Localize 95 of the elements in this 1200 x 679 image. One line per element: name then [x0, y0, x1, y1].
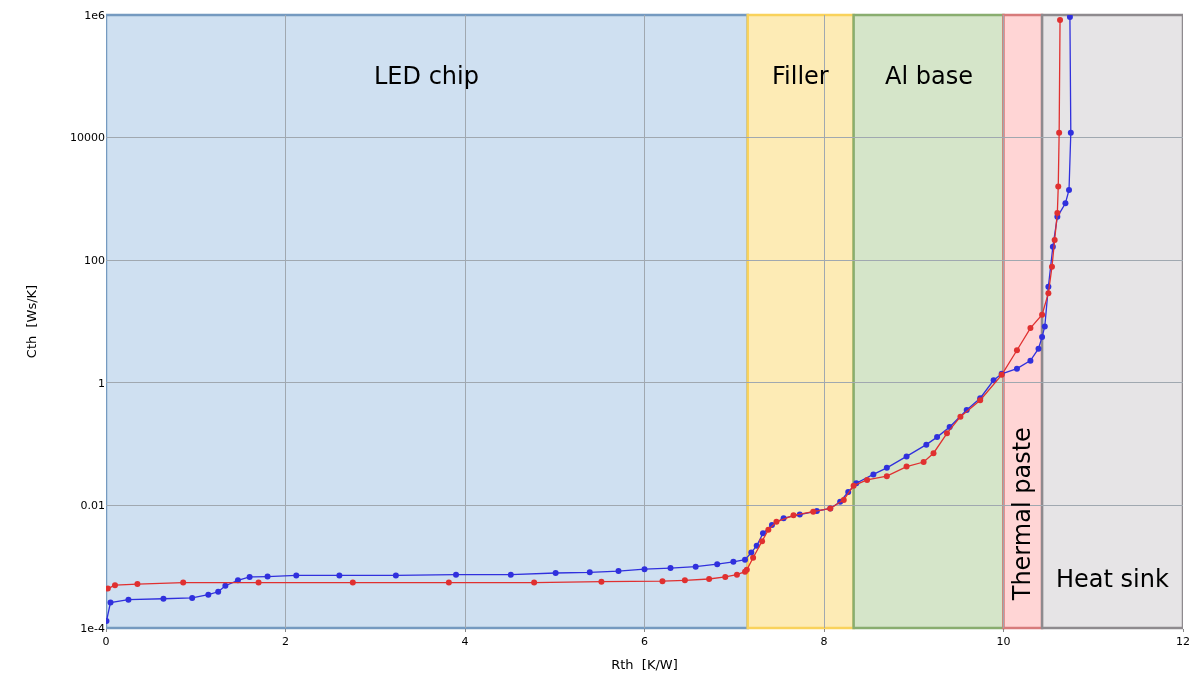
point [692, 563, 699, 570]
point [722, 573, 729, 580]
point [934, 434, 941, 441]
x-tick-label: 8 [820, 635, 828, 649]
point [759, 538, 766, 545]
point [706, 576, 713, 582]
point [1067, 129, 1074, 136]
point [336, 572, 343, 579]
point [943, 430, 950, 437]
point [759, 530, 766, 537]
point [667, 565, 674, 572]
point [790, 512, 797, 519]
point [883, 473, 890, 480]
y-tick-label: 10000 [70, 131, 105, 145]
point [125, 596, 132, 603]
point [733, 571, 740, 578]
point [1051, 236, 1058, 243]
point [742, 556, 749, 563]
point [864, 476, 871, 483]
point [1045, 290, 1052, 297]
x-tick-label: 10 [996, 635, 1011, 649]
point [189, 594, 196, 601]
y-tick-label: 0.01 [80, 499, 105, 513]
x-tick-label: 6 [641, 635, 648, 649]
point [681, 577, 688, 584]
point [264, 573, 271, 580]
point [531, 579, 538, 586]
point [641, 566, 648, 573]
band-label: Filler [772, 62, 829, 90]
y-tick-label: 1 [98, 376, 105, 390]
point [1066, 186, 1073, 193]
point [293, 572, 300, 579]
x-tick-label: 4 [461, 635, 469, 649]
x-tick-label: 2 [282, 635, 289, 649]
y-tick-label: 100 [84, 254, 105, 268]
point [957, 413, 964, 420]
point [349, 579, 356, 586]
point [552, 569, 559, 576]
point [445, 579, 452, 586]
point [453, 571, 460, 578]
x-tick-label: 0 [102, 635, 110, 649]
y-tick-label: 1e-4 [80, 621, 105, 635]
point [750, 554, 757, 561]
point [748, 549, 755, 556]
point [1013, 347, 1020, 354]
point [1056, 129, 1063, 136]
point [714, 561, 721, 568]
point [1054, 209, 1061, 216]
point [107, 599, 114, 606]
point [1039, 311, 1046, 318]
point [930, 450, 937, 457]
point [246, 573, 253, 580]
y-axis-title: Cth [Ws/K] [23, 284, 39, 359]
point [160, 595, 167, 602]
point [180, 579, 187, 586]
point [765, 526, 772, 533]
point [1013, 365, 1020, 372]
point [1055, 183, 1062, 190]
point [1062, 200, 1069, 207]
point [1027, 357, 1034, 364]
point [1039, 333, 1046, 340]
y-tick-label: 1e6 [84, 8, 105, 22]
point [659, 578, 666, 585]
band-label: Thermal paste [1008, 427, 1037, 602]
band-label: Heat sink [1056, 565, 1169, 593]
point [1035, 345, 1042, 352]
band-label: LED chip [374, 62, 479, 90]
point [507, 571, 514, 578]
point [920, 459, 927, 466]
point [730, 558, 737, 565]
point [903, 463, 910, 470]
point [1048, 263, 1055, 270]
point [773, 518, 780, 525]
point [903, 453, 910, 460]
point [205, 591, 212, 598]
point [255, 579, 262, 586]
point [392, 572, 399, 579]
point [134, 581, 141, 588]
point [923, 441, 930, 448]
point [870, 471, 877, 478]
point [598, 578, 605, 585]
point [1041, 323, 1048, 330]
point [111, 582, 118, 589]
x-tick-label: 12 [1176, 635, 1190, 649]
point [215, 588, 222, 595]
point [883, 464, 890, 471]
point [586, 569, 593, 576]
band-label: Al base [885, 62, 973, 90]
x-axis-title: Rth [K/W] [611, 656, 678, 672]
point [1066, 15, 1073, 20]
point [106, 585, 111, 592]
point [222, 582, 229, 589]
point [1027, 325, 1034, 332]
point [615, 568, 622, 575]
point [1057, 16, 1064, 23]
